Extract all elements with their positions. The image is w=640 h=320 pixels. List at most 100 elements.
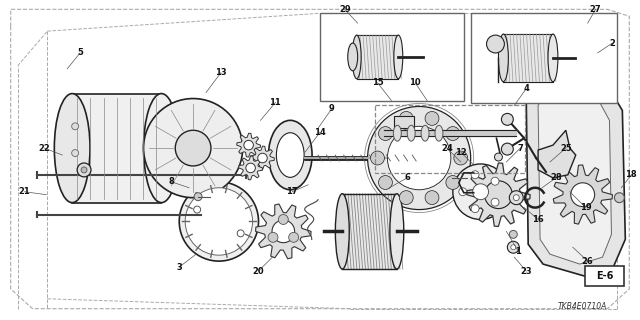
Circle shape xyxy=(501,113,513,125)
Circle shape xyxy=(491,198,499,206)
Circle shape xyxy=(614,193,625,203)
Ellipse shape xyxy=(54,93,90,203)
Polygon shape xyxy=(72,93,161,203)
Text: 23: 23 xyxy=(520,267,532,276)
Text: 24: 24 xyxy=(441,144,452,153)
Ellipse shape xyxy=(407,125,415,141)
Text: 17: 17 xyxy=(287,187,298,196)
Circle shape xyxy=(378,127,392,140)
Polygon shape xyxy=(538,86,611,264)
Text: 4: 4 xyxy=(524,84,529,93)
Ellipse shape xyxy=(348,43,358,71)
Polygon shape xyxy=(385,130,516,136)
Circle shape xyxy=(509,191,524,204)
Text: 13: 13 xyxy=(215,68,227,77)
Bar xyxy=(394,116,414,128)
Ellipse shape xyxy=(421,125,429,141)
Circle shape xyxy=(268,232,278,242)
Circle shape xyxy=(453,164,508,220)
Circle shape xyxy=(485,182,511,208)
Ellipse shape xyxy=(435,125,443,141)
Ellipse shape xyxy=(268,120,312,190)
Circle shape xyxy=(454,151,468,165)
Text: 14: 14 xyxy=(314,128,326,137)
Polygon shape xyxy=(538,130,576,178)
Circle shape xyxy=(367,107,470,210)
Bar xyxy=(470,13,618,102)
Circle shape xyxy=(484,181,512,209)
Text: 20: 20 xyxy=(253,267,264,276)
Circle shape xyxy=(81,167,87,173)
Polygon shape xyxy=(251,146,275,170)
Circle shape xyxy=(501,143,513,155)
Circle shape xyxy=(446,127,460,140)
Text: 11: 11 xyxy=(269,98,281,107)
Circle shape xyxy=(244,140,253,150)
Circle shape xyxy=(511,245,516,250)
Circle shape xyxy=(425,111,439,125)
Circle shape xyxy=(508,241,519,253)
Text: 15: 15 xyxy=(372,78,383,87)
Circle shape xyxy=(272,220,294,243)
Circle shape xyxy=(459,188,467,196)
Ellipse shape xyxy=(143,93,179,203)
Polygon shape xyxy=(342,194,397,269)
Circle shape xyxy=(194,193,202,201)
Text: 6: 6 xyxy=(404,173,410,182)
Polygon shape xyxy=(526,71,625,277)
Text: 26: 26 xyxy=(582,257,593,266)
Text: 12: 12 xyxy=(455,148,467,156)
Circle shape xyxy=(399,111,413,125)
Polygon shape xyxy=(394,116,414,128)
Text: 29: 29 xyxy=(339,5,351,14)
Circle shape xyxy=(509,230,517,238)
Polygon shape xyxy=(553,165,612,224)
Text: 19: 19 xyxy=(580,203,591,212)
Circle shape xyxy=(471,171,479,179)
Bar xyxy=(585,266,625,286)
Circle shape xyxy=(246,163,255,173)
Ellipse shape xyxy=(394,35,403,79)
Text: 7: 7 xyxy=(517,144,523,153)
Circle shape xyxy=(194,206,200,213)
Circle shape xyxy=(473,184,488,200)
Text: 27: 27 xyxy=(590,5,602,14)
Text: E-6: E-6 xyxy=(596,271,613,281)
Circle shape xyxy=(399,191,413,204)
Circle shape xyxy=(425,191,439,204)
Circle shape xyxy=(495,153,502,161)
Ellipse shape xyxy=(352,35,361,79)
Circle shape xyxy=(486,35,504,53)
Text: 28: 28 xyxy=(550,173,562,182)
Circle shape xyxy=(278,214,288,224)
Ellipse shape xyxy=(276,133,304,177)
Circle shape xyxy=(77,163,91,177)
Text: 10: 10 xyxy=(410,78,421,87)
Text: 25: 25 xyxy=(560,144,572,153)
Circle shape xyxy=(72,123,79,130)
Circle shape xyxy=(72,149,79,156)
Circle shape xyxy=(387,126,451,190)
Text: 3: 3 xyxy=(177,263,182,272)
Ellipse shape xyxy=(335,194,349,269)
Ellipse shape xyxy=(548,34,558,82)
Text: 18: 18 xyxy=(625,170,637,180)
Text: TKB4E0710A: TKB4E0710A xyxy=(558,302,607,311)
Circle shape xyxy=(371,151,385,165)
Text: 2: 2 xyxy=(609,38,616,48)
Circle shape xyxy=(289,232,299,242)
Circle shape xyxy=(258,153,268,163)
Circle shape xyxy=(378,176,392,189)
Polygon shape xyxy=(504,34,553,82)
Circle shape xyxy=(513,195,519,201)
Circle shape xyxy=(491,177,499,185)
Text: 8: 8 xyxy=(168,177,174,186)
Ellipse shape xyxy=(394,125,401,141)
Circle shape xyxy=(143,99,243,198)
Text: 1: 1 xyxy=(515,247,521,256)
Ellipse shape xyxy=(499,34,508,82)
Circle shape xyxy=(571,183,595,207)
Text: 9: 9 xyxy=(329,104,335,113)
Circle shape xyxy=(237,230,244,237)
Polygon shape xyxy=(467,163,530,227)
